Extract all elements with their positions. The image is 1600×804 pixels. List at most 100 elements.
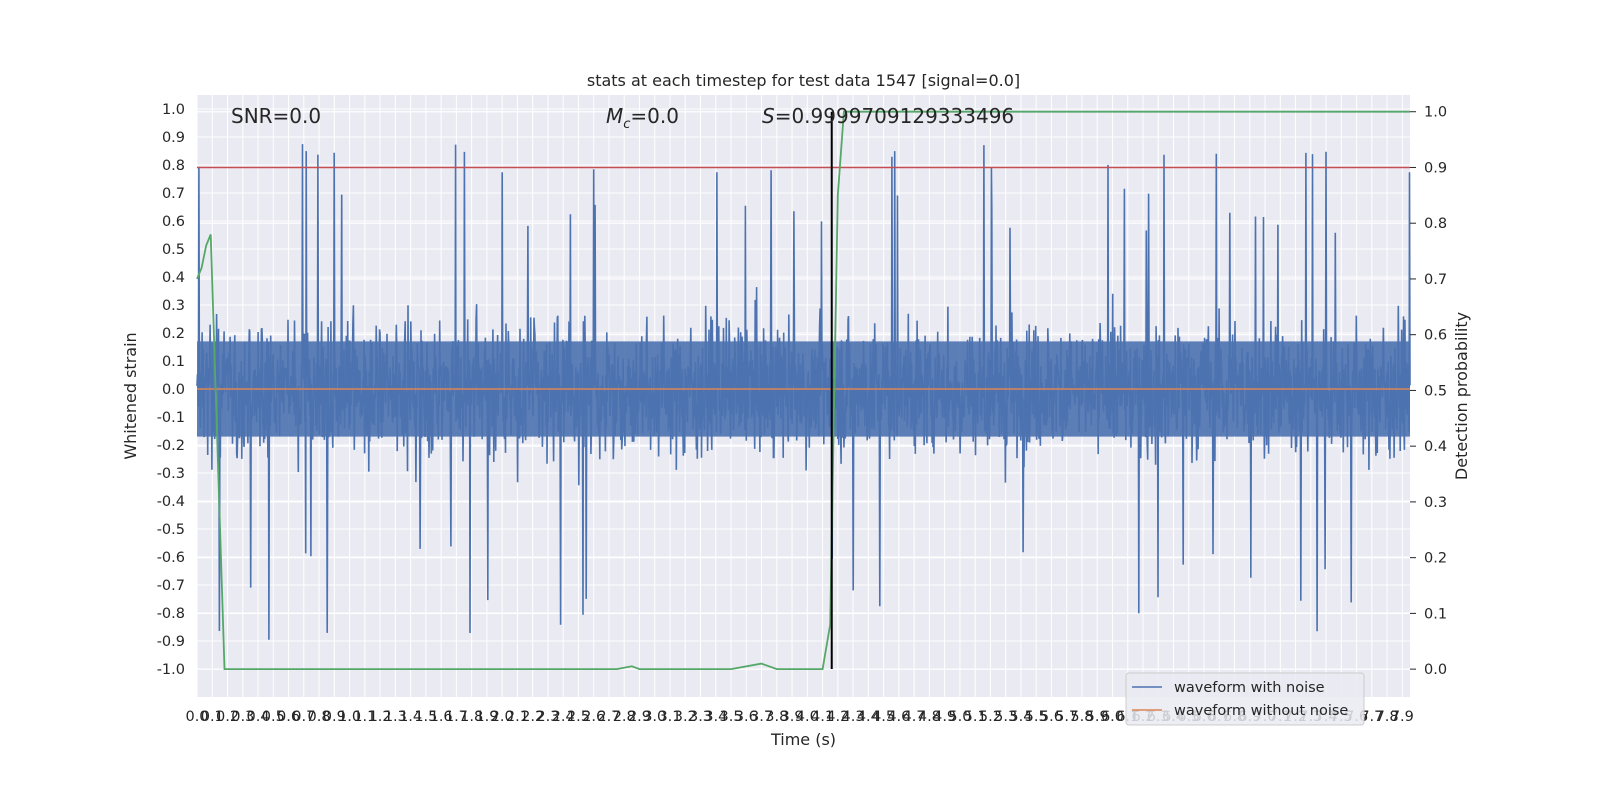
x-tick-label: 5.7 <box>1055 709 1078 725</box>
x-tick-label: 0.6 <box>277 709 300 725</box>
x-tick-label: 3.8 <box>765 709 788 725</box>
y-tick-label: -0.7 <box>157 578 185 594</box>
x-tick-label: 4.1 <box>811 709 834 725</box>
s-annotation: S=0.9999709129333496 <box>762 104 1014 128</box>
x-tick-label: 3.4 <box>704 709 727 725</box>
series-layer <box>196 110 1411 670</box>
y-tick-label: 0.0 <box>162 382 185 398</box>
x-tick-label: 1.4 <box>399 709 422 725</box>
x-tick-label: 7.7 <box>1360 709 1383 725</box>
mc-value: =0.0 <box>630 104 679 128</box>
x-tick-label: 2.6 <box>582 709 605 725</box>
y-tick-label: 0.5 <box>162 242 185 258</box>
y2-tick-label: 0.7 <box>1424 272 1447 288</box>
x-tick-label: 1.0 <box>338 709 361 725</box>
x-tick-label: 3.6 <box>735 709 758 725</box>
x-tick-label: 5.0 <box>948 709 971 725</box>
y2-axis-label: Detection probability <box>1452 312 1471 480</box>
y-tick-label: -0.5 <box>157 522 185 538</box>
x-tick-label: 0.9 <box>323 709 346 725</box>
x-tick-label: 5.8 <box>1070 709 1093 725</box>
y2-tick-label: 0.6 <box>1424 328 1447 344</box>
y-tick-label: -1.0 <box>157 662 185 678</box>
x-tick-label: 5.6 <box>1040 709 1063 725</box>
x-tick-label: 6.0 <box>1101 709 1124 725</box>
chart-title: stats at each timestep for test data 154… <box>587 71 1020 90</box>
x-tick-label: 0.3 <box>231 709 254 725</box>
legend: waveform with noise waveform without noi… <box>1125 672 1365 726</box>
mc-subscript: c <box>623 117 630 132</box>
x-tick-label: 4.4 <box>857 709 880 725</box>
x-tick-label: 2.2 <box>521 709 544 725</box>
mc-symbol: M <box>606 104 623 128</box>
x-tick-label: 0.0 <box>185 709 208 725</box>
y-tick-label: -0.1 <box>157 410 185 426</box>
x-tick-label: 1.2 <box>369 709 392 725</box>
x-tick-label: 3.9 <box>781 709 804 725</box>
x-tick-label: 1.8 <box>460 709 483 725</box>
x-tick-label: 4.0 <box>796 709 819 725</box>
x-tick-label: 5.4 <box>1009 709 1032 725</box>
y-tick-label: 0.2 <box>162 326 185 342</box>
y-tick-label: 0.7 <box>162 186 185 202</box>
annotation-layer: SNR=0.0 Mc=0.0 S=0.9999709129333496 <box>231 104 1014 132</box>
x-tick-label: 1.5 <box>414 709 437 725</box>
x-tick-label: 0.8 <box>308 709 331 725</box>
s-symbol: S <box>762 104 775 128</box>
x-tick-label: 2.9 <box>628 709 651 725</box>
x-tick-label: 0.1 <box>201 709 224 725</box>
x-tick-label: 1.3 <box>384 709 407 725</box>
x-tick-label: 2.3 <box>536 709 559 725</box>
legend-box <box>1125 672 1365 726</box>
y-tick-label: -0.3 <box>157 466 185 482</box>
y-tick-label: -0.2 <box>157 438 185 454</box>
x-tick-label: 7.8 <box>1376 709 1399 725</box>
x-tick-label: 0.5 <box>262 709 285 725</box>
x-tick-label: 2.1 <box>506 709 529 725</box>
x-tick-label: 4.5 <box>872 709 895 725</box>
y-axis-label: Whitened strain <box>121 332 140 459</box>
x-tick-label: 5.1 <box>964 709 987 725</box>
x-tick-label: 0.4 <box>247 709 270 725</box>
y2-tick-label: 0.5 <box>1424 383 1447 399</box>
x-tick-label: 4.9 <box>933 709 956 725</box>
x-tick-label: 1.1 <box>353 709 376 725</box>
x-tick-label: 7.9 <box>1391 709 1414 725</box>
x-tick-label: 5.9 <box>1086 709 1109 725</box>
x-tick-label: 3.0 <box>643 709 666 725</box>
y-tick-label: 0.3 <box>162 298 185 314</box>
x-tick-label: 5.5 <box>1025 709 1048 725</box>
x-tick-label: 4.7 <box>903 709 926 725</box>
x-tick-label: 1.9 <box>475 709 498 725</box>
y-tick-label: -0.4 <box>157 494 185 510</box>
x-tick-label: 3.7 <box>750 709 773 725</box>
s-value: =0.9999709129333496 <box>775 104 1014 128</box>
x-tick-label: 3.5 <box>719 709 742 725</box>
x-tick-label: 2.7 <box>597 709 620 725</box>
x-tick-label: 1.6 <box>430 709 453 725</box>
y2-tick-label: 0.8 <box>1424 216 1447 232</box>
x-axis-label: Time (s) <box>770 730 836 749</box>
x-tick-label: 2.0 <box>491 709 514 725</box>
mc-annotation: Mc=0.0 <box>606 104 679 132</box>
y2-tick-label: 0.9 <box>1424 160 1447 176</box>
y2-tick-label: 0.4 <box>1424 439 1447 455</box>
x-tick-label: 4.8 <box>918 709 941 725</box>
x-tick-label: 0.2 <box>216 709 239 725</box>
x-tick-label: 5.3 <box>994 709 1017 725</box>
x-tick-label: 4.3 <box>842 709 865 725</box>
x-tick-label: 2.5 <box>567 709 590 725</box>
y-tick-label: -0.9 <box>157 634 185 650</box>
y2-tick-label: 0.2 <box>1424 551 1447 567</box>
legend-entry-waveform-with-noise: waveform with noise <box>1174 680 1325 696</box>
x-tick-label: 0.7 <box>292 709 315 725</box>
snr-annotation: SNR=0.0 <box>231 104 321 128</box>
y-tick-label: 0.4 <box>162 270 185 286</box>
y2-tick-label: 0.0 <box>1424 662 1447 678</box>
legend-entry-waveform-without-noise: waveform without noise <box>1174 703 1348 719</box>
y2-tick-label: 0.1 <box>1424 606 1447 622</box>
x-tick-label: 3.2 <box>674 709 697 725</box>
x-tick-label: 2.4 <box>552 709 575 725</box>
